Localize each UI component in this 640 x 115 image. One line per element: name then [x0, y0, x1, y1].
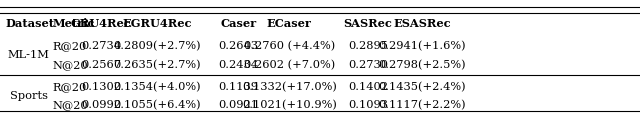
Text: 0.2941(+1.6%): 0.2941(+1.6%) [379, 40, 466, 51]
Text: R@20: R@20 [52, 41, 87, 50]
Text: 0.1354(+4.0%): 0.1354(+4.0%) [113, 81, 200, 92]
Text: 0.2643: 0.2643 [219, 41, 259, 50]
Text: 0.0992: 0.0992 [81, 100, 121, 109]
Text: SASRec: SASRec [344, 18, 392, 29]
Text: 0.2730: 0.2730 [348, 60, 388, 69]
Text: Sports: Sports [10, 91, 48, 101]
Text: 0.1302: 0.1302 [81, 82, 121, 91]
Text: EGRU4Rec: EGRU4Rec [122, 18, 191, 29]
Text: Metric: Metric [52, 18, 95, 29]
Text: Dataset: Dataset [5, 18, 54, 29]
Text: 0.2602 (+7.0%): 0.2602 (+7.0%) [244, 59, 335, 70]
Text: 0.2434: 0.2434 [219, 60, 259, 69]
Text: N@20: N@20 [52, 60, 88, 69]
Text: ESASRec: ESASRec [394, 18, 451, 29]
Text: R@20: R@20 [52, 82, 87, 91]
Text: 0.0921: 0.0921 [219, 100, 259, 109]
Text: 0.1402: 0.1402 [348, 82, 388, 91]
Text: 0.1139: 0.1139 [219, 82, 259, 91]
Text: 0.1055(+6.4%): 0.1055(+6.4%) [113, 99, 200, 110]
Text: 0.2734: 0.2734 [81, 41, 121, 50]
Text: N@20: N@20 [52, 100, 88, 109]
Text: Caser: Caser [221, 18, 257, 29]
Text: 0.1093: 0.1093 [348, 100, 388, 109]
Text: 0.2567: 0.2567 [81, 60, 121, 69]
Text: 0.1021(+10.9%): 0.1021(+10.9%) [242, 99, 337, 110]
Text: 0.2798(+2.5%): 0.2798(+2.5%) [379, 59, 466, 70]
Text: ML-1M: ML-1M [8, 50, 50, 60]
Text: 0.1435(+2.4%): 0.1435(+2.4%) [379, 81, 466, 92]
Text: 0.2635(+2.7%): 0.2635(+2.7%) [113, 59, 200, 70]
Text: GRU4Rec: GRU4Rec [71, 18, 131, 29]
Text: 0.2809(+2.7%): 0.2809(+2.7%) [113, 40, 200, 51]
Text: ECaser: ECaser [267, 18, 312, 29]
Text: 0.2760 (+4.4%): 0.2760 (+4.4%) [244, 40, 335, 51]
Text: 0.1117(+2.2%): 0.1117(+2.2%) [379, 99, 466, 110]
Text: 0.1332(+17.0%): 0.1332(+17.0%) [242, 81, 337, 92]
Text: 0.2895: 0.2895 [348, 41, 388, 50]
